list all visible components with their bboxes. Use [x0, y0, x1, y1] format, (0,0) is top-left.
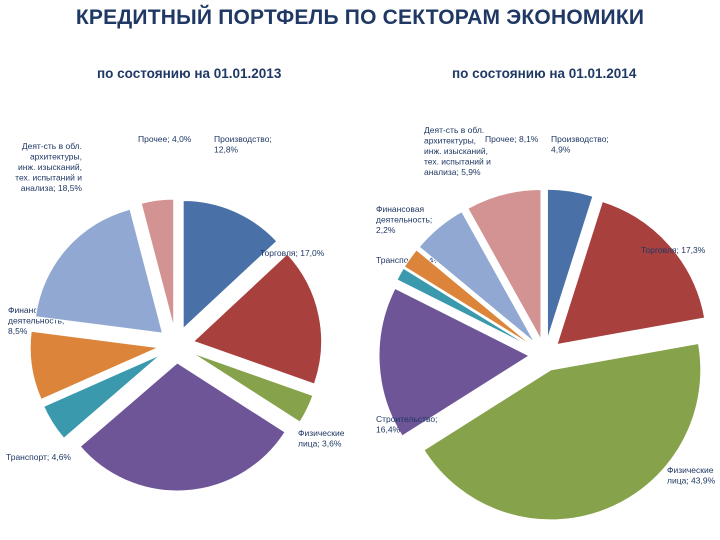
pie-2013-slice-construction: [79, 362, 286, 492]
pie-2014-label-manufacturing: Производство; 4,9%: [551, 134, 609, 155]
pie-2013-slice-transport: [43, 354, 162, 439]
pie-2014-label-architecture: Деят-сть в обл. архитектуры, инж. изыскани…: [424, 125, 491, 177]
pie-2013-label-individuals: Физические лица; 3,6%: [298, 428, 345, 449]
pie-2013-slice-trade: [192, 253, 323, 385]
pie-2013-label-financial: Финансовая деятельность; 8,5%: [8, 305, 64, 336]
pie-2014-slice-trade: [556, 200, 706, 346]
pie-2014-slice-architecture: [418, 210, 536, 344]
pie-2013-slice-architecture: [34, 208, 164, 334]
pie-2014-slice-manufacturing: [546, 188, 594, 340]
pie-2013-label-transport: Транспорт; 4,6%: [6, 452, 71, 462]
pie-2014-label-construction: Строительство; 16,4%: [376, 414, 438, 435]
pie-2014-slice-construction: [378, 287, 531, 437]
pie-2014-slice-other: [467, 189, 542, 342]
pie-2013-label-other: Прочее; 4,0%: [138, 134, 192, 144]
pie-2014-label-individuals: Физические лица; 43,9%: [667, 465, 716, 486]
pie-2014-label-trade: Торговля; 17,3%: [641, 245, 706, 255]
pie-chart-2014: Производство; 4,9% Торговля; 17,3% Физическ…: [376, 125, 716, 521]
pie-2013-label-trade: Торговля; 17,0%: [260, 248, 325, 258]
pie-2013-slice-individuals: [191, 352, 314, 423]
main-title: КРЕДИТНЫЙ ПОРТФЕЛЬ ПО СЕКТОРАМ ЭКОНОМИКИ: [75, 6, 645, 29]
pie-2013-label-manufacturing: Производство; 12,8%: [214, 134, 272, 155]
chart-2013-subtitle: по состоянию на 01.01.2013: [97, 66, 282, 81]
pie-2013-slice-financial: [29, 330, 161, 401]
pie-2013-label-architecture: Деят-сть в обл. архитектуры, инж. изыскани…: [15, 141, 82, 193]
pie-2013-slice-other: [140, 198, 175, 328]
pie-2013-slice-manufacturing: [182, 199, 278, 330]
pie-2014-slice-financial: [403, 249, 533, 347]
pie-chart-2013: Производство; 12,8% Торговля; 17,0% Физичес…: [6, 134, 345, 492]
chart-2014-subtitle: по состоянию на 01.01.2014: [452, 66, 637, 81]
pie-2014-label-other: Прочее; 8,1%: [485, 134, 539, 144]
pie-2014-slice-transport: [396, 267, 532, 348]
pie-2014-label-financial: Финансовая деятельность; 2,2%: [376, 204, 432, 235]
pie-2014-slice-individuals: [423, 342, 702, 521]
